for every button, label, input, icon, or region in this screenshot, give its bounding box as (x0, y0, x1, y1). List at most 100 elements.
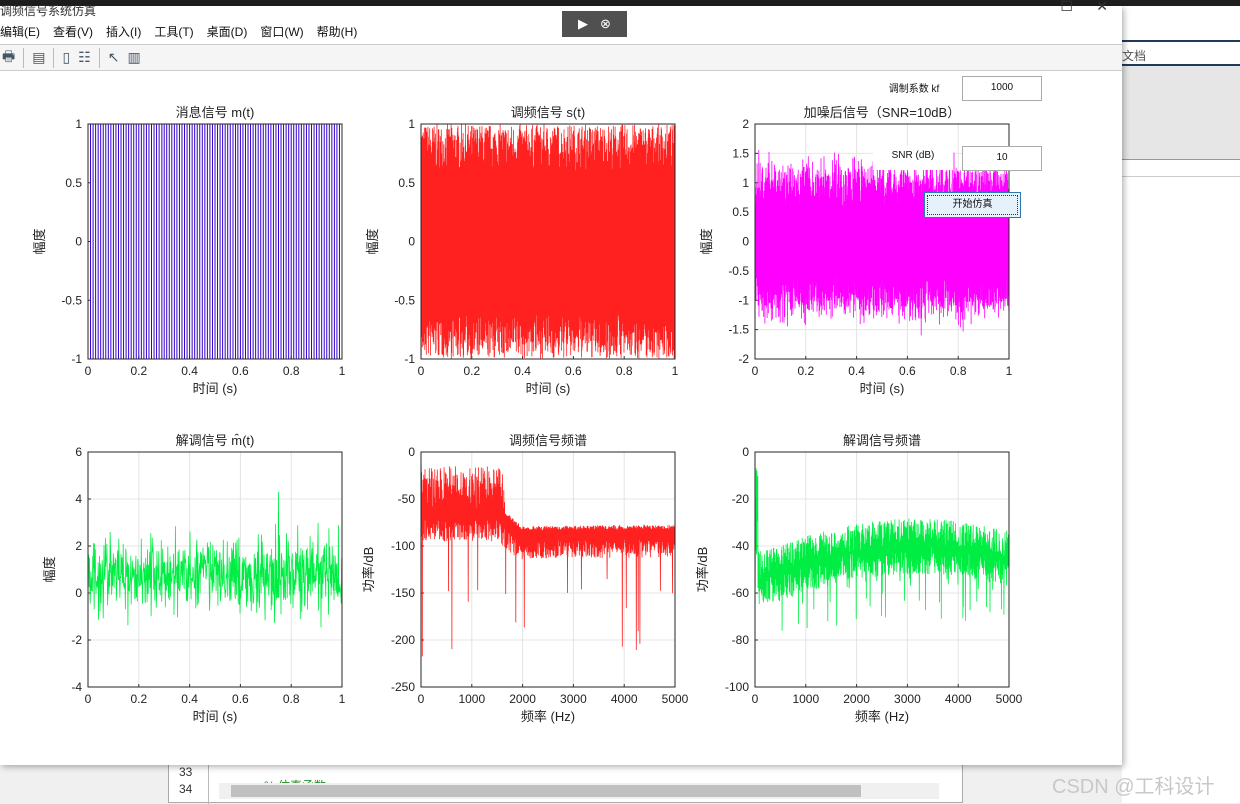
x-axis-label: 时间 (s) (193, 709, 238, 724)
chart-title: 调频信号频谱 (509, 433, 587, 448)
chart-title: 解调信号频谱 (843, 433, 921, 448)
x-tick-label: 0.6 (232, 364, 249, 378)
axes-5: 0 1000 2000 3000 4000 5000 -250 -200 -150 -100 -50… (361, 433, 689, 724)
y-tick-label: 0 (742, 445, 749, 459)
horizontal-scrollbar[interactable] (219, 783, 939, 799)
signal-line (754, 468, 1010, 631)
y-tick-label: -100 (725, 680, 749, 694)
menu-window[interactable]: 窗口(W) (260, 25, 304, 39)
signal-line (420, 123, 676, 359)
x-tick-label: 4000 (945, 692, 972, 706)
x-tick-label: 0.6 (899, 364, 916, 378)
x-tick-label: 2000 (843, 692, 870, 706)
colorbar-icon[interactable]: ▯ (62, 49, 71, 65)
menu-edit[interactable]: 编辑(E) (0, 25, 40, 39)
stop-icon[interactable]: ⊗ (600, 16, 611, 31)
maximize-icon[interactable]: ☐ (1060, 0, 1073, 14)
menu-tools[interactable]: 工具(T) (154, 25, 194, 39)
chart-title: 消息信号 m(t) (176, 105, 255, 120)
x-tick-label: 0.4 (848, 364, 865, 378)
side-panel-content (1122, 66, 1240, 160)
axes-4: 0 0.2 0.4 0.6 0.8 1 -4 -2 0 2 4 6 解调信号 m̂(t) 时间 (s) 幅度 (42, 433, 346, 724)
axes-2: 0 0.2 0.4 0.6 0.8 1 -1 -0.5 0 0.5 1 调频信号 s(t) 时间 (s)… (365, 105, 679, 396)
x-tick-label: 0.8 (616, 364, 633, 378)
y-axis-label: 幅度 (699, 228, 714, 254)
y-tick-label: -0.5 (728, 264, 749, 278)
axes-box (420, 451, 676, 688)
menu-insert[interactable]: 插入(I) (106, 25, 142, 39)
y-tick-label: 1 (408, 117, 415, 131)
print-icon[interactable]: 🖶 (2, 47, 16, 64)
x-tick-label: 0 (752, 364, 759, 378)
x-tick-label: 0.6 (565, 364, 582, 378)
toolbar: 🖶 ▤ ▯ ☷ ↖ ▥ (0, 44, 1122, 71)
signal-line (87, 491, 343, 628)
pointer-icon[interactable]: ↖ (107, 49, 120, 65)
x-tick-label: 2000 (509, 692, 536, 706)
y-tick-label: -250 (391, 680, 415, 694)
y-tick-label: 0 (75, 586, 82, 600)
window-controls[interactable]: ☐ ✕ (1060, 0, 1108, 15)
x-axis-label: 频率 (Hz) (521, 709, 575, 724)
y-tick-label: -200 (391, 633, 415, 647)
x-tick-label: 4000 (611, 692, 638, 706)
signal-line (88, 123, 343, 360)
axes-box (754, 123, 1010, 360)
y-tick-label: -1.5 (728, 323, 749, 337)
x-tick-label: 1000 (458, 692, 485, 706)
x-tick-label: 1 (672, 364, 679, 378)
axes-box (420, 123, 676, 360)
x-tick-label: 1 (1006, 364, 1013, 378)
x-axis-label: 时间 (s) (193, 381, 238, 396)
y-tick-label: 6 (75, 445, 82, 459)
x-tick-label: 0.8 (950, 364, 967, 378)
x-tick-label: 3000 (894, 692, 921, 706)
kf-input[interactable]: 1000 (962, 76, 1042, 101)
axes-6: 0 1000 2000 3000 4000 5000 -100 -80 -60 -40 -20 0 解调… (695, 433, 1023, 724)
x-tick-label: 0.8 (283, 692, 300, 706)
x-tick-label: 0.2 (463, 364, 480, 378)
axes-1: 0 0.2 0.4 0.6 0.8 1 -1 -0.5 0 0.5 1 消息信号 m(t) 时间 (s)… (32, 105, 346, 396)
y-tick-label: -1 (404, 352, 415, 366)
x-axis-label: 时间 (s) (860, 381, 905, 396)
x-tick-label: 0.8 (283, 364, 300, 378)
x-axis-label: 频率 (Hz) (855, 709, 909, 724)
line-number: 33 (179, 765, 193, 779)
start-simulation-button[interactable]: 开始仿真 (924, 192, 1021, 218)
menu-view[interactable]: 查看(V) (53, 25, 93, 39)
x-tick-label: 1 (339, 692, 346, 706)
x-tick-label: 1 (339, 364, 346, 378)
y-tick-label: -50 (398, 492, 416, 506)
play-icon[interactable]: ▶ (578, 16, 589, 31)
x-tick-label: 0 (85, 692, 92, 706)
y-tick-label: 0 (742, 235, 749, 249)
y-tick-label: -2 (71, 633, 82, 647)
y-axis-label: 功率/dB (695, 547, 710, 593)
menu-help[interactable]: 帮助(H) (316, 25, 358, 39)
y-tick-label: -0.5 (61, 293, 82, 307)
x-tick-label: 0.4 (181, 692, 198, 706)
window-title: 调频信号系统仿真 (0, 4, 97, 18)
recording-pill[interactable]: ▶ ⊗ (562, 11, 627, 37)
signal-line (754, 149, 1010, 336)
y-tick-label: -40 (732, 539, 750, 553)
side-panel: 文档 (1122, 6, 1240, 803)
snr-input[interactable]: 10 (962, 146, 1042, 171)
y-tick-label: -20 (732, 492, 750, 506)
menu-desktop[interactable]: 桌面(D) (206, 25, 248, 39)
close-icon[interactable]: ✕ (1096, 0, 1108, 14)
legend-icon[interactable]: ☷ (78, 49, 91, 65)
property-inspector-icon[interactable]: ▥ (127, 49, 141, 65)
print-preview-icon[interactable]: ▤ (32, 49, 46, 65)
doc-tab[interactable]: 文档 (1122, 40, 1240, 66)
y-tick-label: 0.5 (398, 176, 415, 190)
chart-title: 解调信号 m̂(t) (176, 433, 255, 448)
line-number: 34 (179, 782, 193, 796)
x-tick-label: 0.2 (797, 364, 814, 378)
y-tick-label: 2 (742, 117, 749, 131)
line-numbers: 33 34 (169, 761, 209, 804)
y-tick-label: 2 (75, 539, 82, 553)
y-tick-label: -4 (71, 680, 82, 694)
scroll-thumb[interactable] (231, 785, 861, 797)
